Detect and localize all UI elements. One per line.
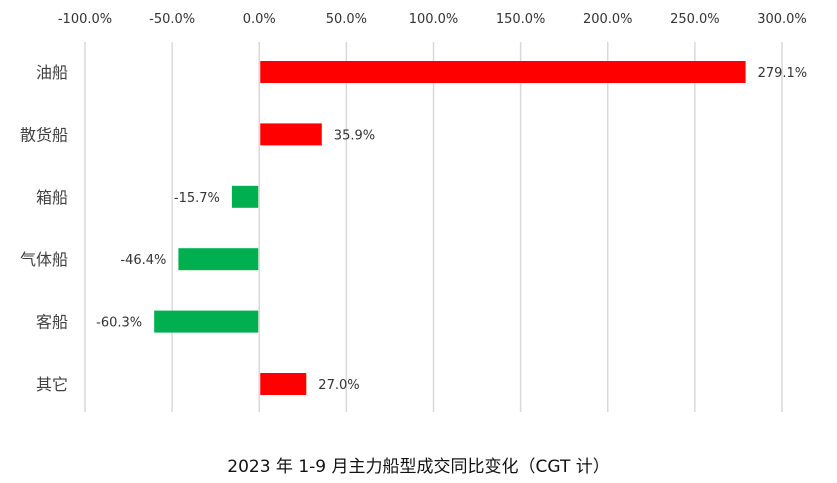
bar-5 xyxy=(154,310,259,333)
bar-4 xyxy=(178,248,259,271)
x-tick-label: 100.0% xyxy=(409,12,459,27)
data-label: 279.1% xyxy=(758,66,808,81)
x-tick-label: 0.0% xyxy=(243,12,276,27)
x-tick-label: 300.0% xyxy=(757,12,807,27)
chart-title: 2023 年 1-9 月主力船型成交同比变化（CGT 计） xyxy=(227,457,610,477)
data-label: 35.9% xyxy=(334,128,375,143)
category-label: 油船 xyxy=(36,63,68,82)
category-label: 气体船 xyxy=(20,250,68,269)
data-label: -60.3% xyxy=(96,316,142,331)
x-tick-label: -50.0% xyxy=(149,12,195,27)
bar-2 xyxy=(260,123,322,146)
gridlines xyxy=(84,42,783,412)
category-label: 客船 xyxy=(36,313,68,332)
x-tick-label: 150.0% xyxy=(496,12,546,27)
data-label: -46.4% xyxy=(120,253,166,268)
bar-1 xyxy=(260,61,746,83)
x-axis-tick-labels: -100.0% -50.0% 0.0% 50.0% 100.0% 150.0% 200.0%… xyxy=(58,12,807,27)
x-tick-label: 50.0% xyxy=(326,12,367,27)
category-label: 散货船 xyxy=(20,125,68,144)
bar-3 xyxy=(231,185,259,208)
category-label: 其它 xyxy=(36,375,68,394)
data-label: -15.7% xyxy=(174,191,220,206)
data-labels: 279.1% 35.9% -15.7% -46.4% -60.3% 27.0% xyxy=(96,66,807,393)
category-label: 箱船 xyxy=(36,188,68,207)
x-tick-label: 250.0% xyxy=(670,12,720,27)
bars xyxy=(154,61,746,395)
x-tick-label: 200.0% xyxy=(583,12,633,27)
x-tick-label: -100.0% xyxy=(58,12,112,27)
bar-6 xyxy=(260,373,307,395)
data-label: 27.0% xyxy=(318,378,359,393)
